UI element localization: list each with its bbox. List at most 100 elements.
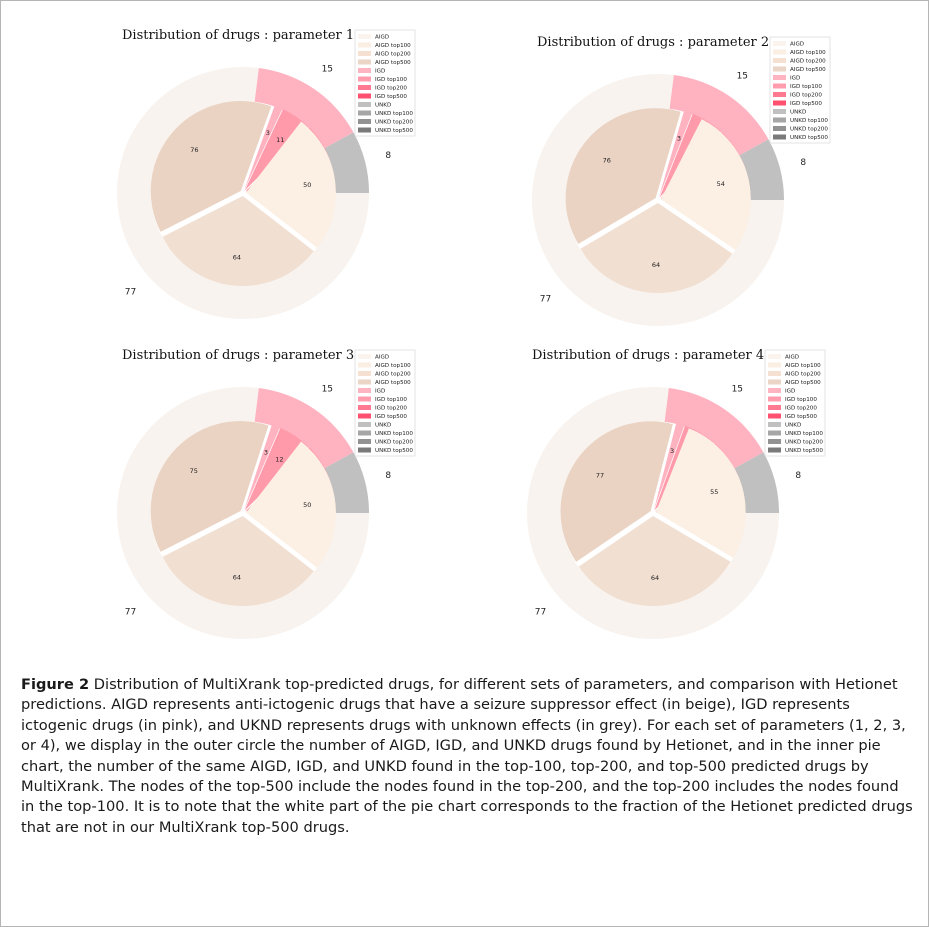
legend-box: [354, 349, 416, 457]
legend-label: IGD top500: [790, 101, 822, 107]
legend-swatch: [358, 413, 371, 419]
inner-slice-aigd-top100: [245, 121, 336, 248]
legend: AIGD AIGD top100 AIGD top200 AIGD top500 IGD…: [769, 36, 831, 144]
inner-value-label: 50: [303, 181, 311, 189]
legend-label: AIGD top100: [375, 43, 411, 49]
outer-value-label: 15: [737, 71, 748, 81]
legend-label: AIGD top500: [375, 380, 411, 386]
legend-box: [354, 29, 416, 137]
legend: AIGD AIGD top100 AIGD top200 AIGD top500 IGD…: [354, 349, 416, 457]
legend-label: UNKD top500: [375, 448, 413, 454]
legend-box: [769, 36, 831, 144]
outer-value-label: 8: [795, 471, 801, 481]
legend-label: UNKD top200: [785, 440, 823, 446]
legend-label: IGD top200: [375, 406, 407, 412]
legend-swatch: [768, 430, 781, 436]
legend-label: IGD: [375, 389, 385, 395]
legend-label: AIGD top100: [375, 363, 411, 369]
inner-value-label: 77: [596, 472, 604, 480]
outer-value-label: 15: [322, 384, 333, 394]
inner-slice-igd-top100: [244, 424, 280, 511]
inner-value-label: 64: [233, 574, 241, 582]
legend-label: UNKD top500: [790, 135, 828, 141]
inner-value-label: 64: [651, 574, 659, 582]
outer-value-label: 77: [125, 608, 136, 618]
outer-value-label: 77: [535, 608, 546, 618]
legend-label: UNKD top100: [375, 431, 413, 437]
legend-swatch: [358, 42, 371, 48]
pie-panel-4: Distribution of drugs : parameter 4 8 15 7…: [510, 348, 929, 658]
legend-label: AIGD top200: [375, 372, 411, 378]
inner-slice-igd-top100: [653, 422, 685, 511]
legend-label: IGD top100: [785, 397, 817, 403]
legend-label: UNKD top500: [785, 448, 823, 454]
caption-text: Distribution of MultiXrank top-predicted…: [21, 676, 913, 836]
inner-value-label: 50: [303, 501, 311, 509]
legend-label: IGD top100: [375, 397, 407, 403]
inner-slice-aigd-top200: [162, 195, 314, 286]
legend-swatch: [768, 362, 781, 368]
legend-label: UNKD: [790, 110, 806, 116]
pie-panel-3: Distribution of drugs : parameter 3 8 15 7…: [100, 348, 530, 658]
legend-swatch: [358, 68, 371, 73]
inner-slice-igd-top200: [244, 109, 309, 191]
outer-value-label: 77: [125, 288, 136, 298]
inner-value-label: 54: [717, 180, 725, 188]
inner-value-label: 3: [264, 448, 268, 456]
legend-label: UNKD top500: [375, 128, 413, 134]
legend-label: AIGD: [375, 35, 389, 41]
legend-swatch: [768, 396, 781, 402]
legend-swatch: [358, 396, 371, 402]
legend-swatch: [768, 379, 781, 385]
legend-swatch: [768, 388, 781, 393]
legend-swatch: [358, 430, 371, 436]
legend-label: UNKD top100: [785, 431, 823, 437]
outer-value-label: 15: [732, 384, 743, 394]
legend-label: IGD: [375, 69, 385, 75]
legend-swatch: [768, 371, 781, 376]
legend-swatch: [358, 447, 371, 453]
legend-swatch: [773, 41, 786, 46]
legend-label: AIGD top200: [785, 372, 821, 378]
legend-swatch: [358, 59, 371, 65]
inner-value-label: 64: [652, 261, 660, 269]
legend-label: IGD top500: [785, 414, 817, 420]
inner-slice-igd-top200: [244, 427, 309, 511]
inner-value-label: 3: [266, 129, 270, 137]
legend-swatch: [358, 405, 371, 410]
legend-label: AIGD top100: [790, 50, 826, 56]
legend-swatch: [768, 413, 781, 419]
inner-value-label: 55: [710, 488, 718, 496]
legend-swatch: [358, 422, 371, 427]
legend-label: UNKD: [785, 423, 801, 429]
legend-label: AIGD: [785, 355, 799, 361]
inner-value-label: 76: [603, 156, 611, 164]
legend-label: IGD top100: [375, 77, 407, 83]
inner-value-label: 11: [276, 136, 284, 144]
legend-swatch: [358, 354, 371, 359]
legend-swatch: [773, 126, 786, 131]
legend-swatch: [768, 405, 781, 410]
legend-label: IGD top500: [375, 94, 407, 100]
legend-label: IGD top500: [375, 414, 407, 420]
legend-swatch: [358, 76, 371, 82]
legend-swatch: [358, 119, 371, 124]
legend-label: UNKD: [375, 423, 391, 429]
legend-swatch: [358, 51, 371, 56]
legend-label: IGD top200: [790, 93, 822, 99]
inner-slice-aigd-top100: [655, 428, 746, 558]
inner-value-label: 75: [190, 467, 198, 475]
legend-label: IGD top100: [790, 84, 822, 90]
figure-caption: Figure 2 Distribution of MultiXrank top-…: [21, 675, 916, 838]
inner-slice-aigd-top500: [150, 101, 272, 232]
legend-swatch: [358, 93, 371, 99]
legend-label: AIGD: [790, 42, 804, 48]
outer-value-label: 8: [385, 471, 391, 481]
legend-swatch: [358, 379, 371, 385]
legend-swatch: [358, 85, 371, 90]
legend-swatch: [773, 75, 786, 80]
legend-label: UNKD top200: [790, 127, 828, 133]
chart-title: Distribution of drugs : parameter 3: [122, 348, 355, 363]
